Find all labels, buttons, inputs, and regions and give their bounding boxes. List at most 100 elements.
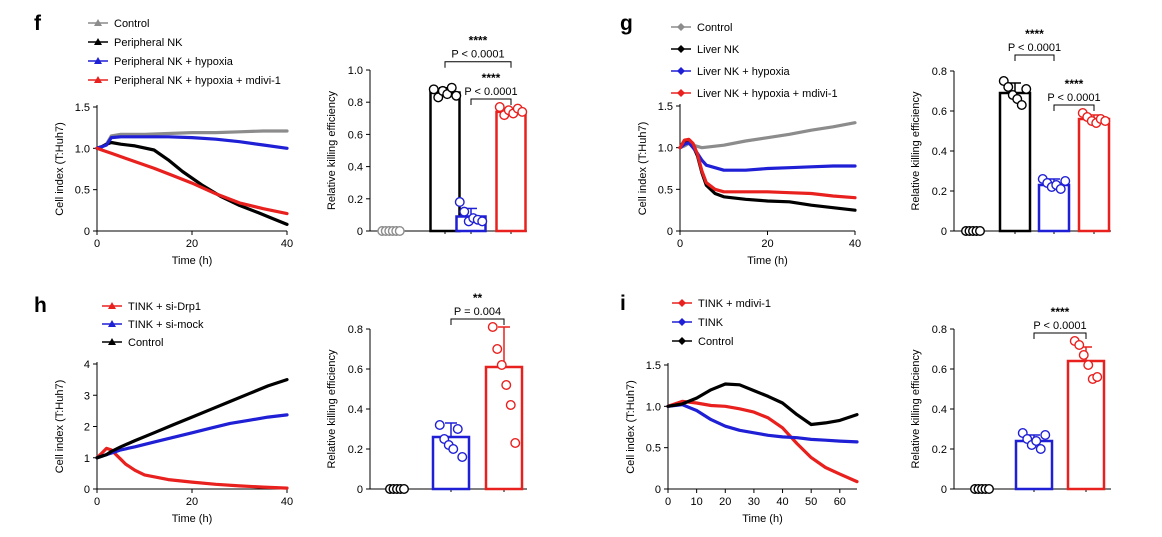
x-tick-label: 40 <box>281 496 293 508</box>
bar <box>1066 359 1106 491</box>
significance-bracket <box>470 98 512 106</box>
y-tick-label: 0.2 <box>932 444 947 456</box>
data-point <box>434 420 445 431</box>
y-tick-label: 0.8 <box>932 324 947 336</box>
y-axis-label: Cell index (T:Huh7) <box>637 122 649 216</box>
significance-bracket <box>444 61 512 68</box>
legend-marker <box>108 302 116 309</box>
data-point <box>451 90 462 101</box>
legend-label: Liver NK + hypoxia <box>697 66 791 78</box>
bar-chart: 0 0.2 0.4 0.6 0.8 Relative killing efficiency… <box>910 27 1111 238</box>
y-tick-label: 1.0 <box>348 65 363 77</box>
significance-stars: **** <box>1065 77 1084 91</box>
x-tick-label: 0 <box>665 496 671 508</box>
data-point <box>457 452 468 463</box>
y-tick-label: 0.6 <box>348 129 363 141</box>
significance-stars: **** <box>1025 27 1044 41</box>
legend-label: Peripheral NK <box>114 37 183 49</box>
legend-label: Control <box>697 22 732 34</box>
significance-stars: **** <box>1051 305 1070 319</box>
x-tick-label: 50 <box>805 496 817 508</box>
x-tick-label: 10 <box>691 496 703 508</box>
bar <box>495 110 527 233</box>
data-point <box>1092 372 1103 383</box>
data-point <box>1083 360 1094 371</box>
y-tick-label: 0.5 <box>646 443 661 455</box>
y-tick-label: 0.4 <box>932 404 947 416</box>
legend-marker <box>94 38 102 45</box>
data-point <box>477 216 488 227</box>
data-point <box>975 225 986 236</box>
legend-marker <box>94 19 102 26</box>
series-line <box>678 140 857 212</box>
x-axis-label: Time (h) <box>747 255 788 267</box>
bar-chart: 0 0.2 0.4 0.6 0.8 1.0 Relative killing efficie… <box>326 34 528 238</box>
y-tick-label: 0 <box>357 484 363 496</box>
data-point <box>1035 444 1046 455</box>
x-tick-label: 20 <box>186 238 198 250</box>
significance-bracket <box>1014 54 1055 61</box>
p-value-label: P < 0.0001 <box>464 86 517 98</box>
significance-bracket <box>450 318 505 325</box>
x-tick-label: 60 <box>834 496 846 508</box>
data-point <box>1003 81 1014 92</box>
data-point <box>1055 183 1066 194</box>
data-point <box>459 206 470 217</box>
y-tick-label: 0 <box>655 484 661 496</box>
legend-label: Control <box>128 337 163 349</box>
y-tick-label: 0.8 <box>348 97 363 109</box>
y-tick-label: 1 <box>84 453 90 465</box>
legend-marker <box>678 318 686 326</box>
y-tick-label: 0.5 <box>75 185 90 197</box>
y-axis-label: Relative killing efficiency <box>910 91 922 211</box>
series-line <box>666 399 859 484</box>
legend-marker <box>677 23 685 31</box>
y-tick-label: 1.0 <box>646 401 661 413</box>
series-line <box>678 137 857 200</box>
data-point <box>428 84 439 95</box>
y-axis-label: Cell index (T:Huh7) <box>625 380 637 474</box>
series-line <box>678 121 857 150</box>
x-tick-label: 20 <box>186 496 198 508</box>
p-value-label: P < 0.0001 <box>1047 92 1100 104</box>
data-point <box>452 424 463 435</box>
legend-marker <box>94 76 102 83</box>
legend-marker <box>108 338 116 345</box>
data-point <box>1078 350 1089 361</box>
y-tick-label: 3 <box>84 390 90 402</box>
line-chart: 0 20 40 0 0.5 1.0 1.5 Time (h) Cell index (T:Huh… <box>637 22 861 267</box>
y-tick-label: 0 <box>941 226 947 238</box>
bar <box>1077 117 1111 233</box>
panel-label: g <box>620 12 633 35</box>
data-point <box>492 344 503 355</box>
x-tick-label: 30 <box>748 496 760 508</box>
legend-label: TINK <box>698 317 724 329</box>
y-tick-label: 1.5 <box>658 101 673 113</box>
legend-label: Peripheral NK + hypoxia <box>114 56 234 68</box>
significance-bracket <box>1033 332 1087 339</box>
y-axis-label: Relative killing efficiency <box>910 349 922 469</box>
y-tick-label: 0.8 <box>932 66 947 78</box>
legend-marker <box>94 57 102 64</box>
data-point <box>1016 99 1027 110</box>
x-axis-label: Time (h) <box>172 513 213 525</box>
x-tick-label: 40 <box>849 238 861 250</box>
data-point <box>454 197 465 208</box>
legend-label: Liver NK + hypoxia + mdivi-1 <box>697 88 838 100</box>
y-axis-label: Cell index (T:Huh7) <box>54 380 66 474</box>
data-point <box>487 322 498 333</box>
legend-marker <box>677 45 685 53</box>
y-tick-label: 0.6 <box>932 106 947 118</box>
data-point <box>517 106 528 117</box>
data-point <box>448 444 459 455</box>
y-axis-label: Relative killing efficiency <box>326 90 338 210</box>
y-tick-label: 2 <box>84 422 90 434</box>
series-line <box>678 141 857 172</box>
y-tick-label: 0.5 <box>658 184 673 196</box>
y-tick-label: 0.2 <box>348 194 363 206</box>
significance-stars: ** <box>473 291 483 305</box>
y-tick-label: 4 <box>84 359 90 371</box>
bar <box>998 91 1032 233</box>
p-value-label: P < 0.0001 <box>1008 42 1061 54</box>
